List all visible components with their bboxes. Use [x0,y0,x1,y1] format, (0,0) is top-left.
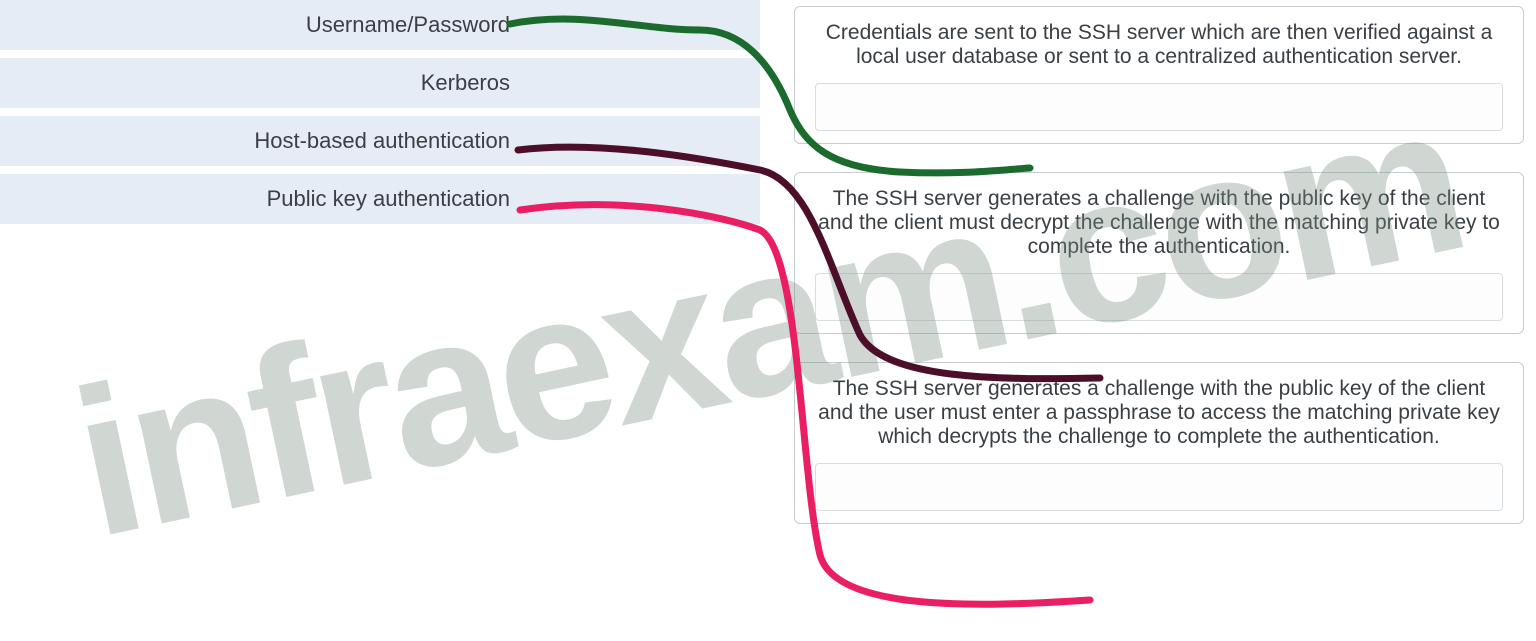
drop-slot-1[interactable] [815,83,1503,131]
matching-diagram: infraexam.com Username/Password Kerberos… [0,0,1536,641]
target-description: The SSH server generates a challenge wit… [815,377,1503,449]
target-box-2: The SSH server generates a challenge wit… [794,172,1524,334]
drop-slot-2[interactable] [815,273,1503,321]
target-description: The SSH server generates a challenge wit… [815,187,1503,259]
source-label: Kerberos [421,70,510,95]
source-item-host-based[interactable]: Host-based authentication [0,116,760,166]
target-box-3: The SSH server generates a challenge wit… [794,362,1524,524]
source-item-username-password[interactable]: Username/Password [0,0,760,50]
target-description: Credentials are sent to the SSH server w… [815,21,1503,69]
left-column: Username/Password Kerberos Host-based au… [0,0,760,232]
source-item-kerberos[interactable]: Kerberos [0,58,760,108]
source-item-public-key[interactable]: Public key authentication [0,174,760,224]
target-box-1: Credentials are sent to the SSH server w… [794,6,1524,144]
drop-slot-3[interactable] [815,463,1503,511]
right-column: Credentials are sent to the SSH server w… [794,6,1524,552]
source-label: Public key authentication [267,186,510,211]
source-label: Username/Password [306,12,510,37]
source-label: Host-based authentication [254,128,510,153]
